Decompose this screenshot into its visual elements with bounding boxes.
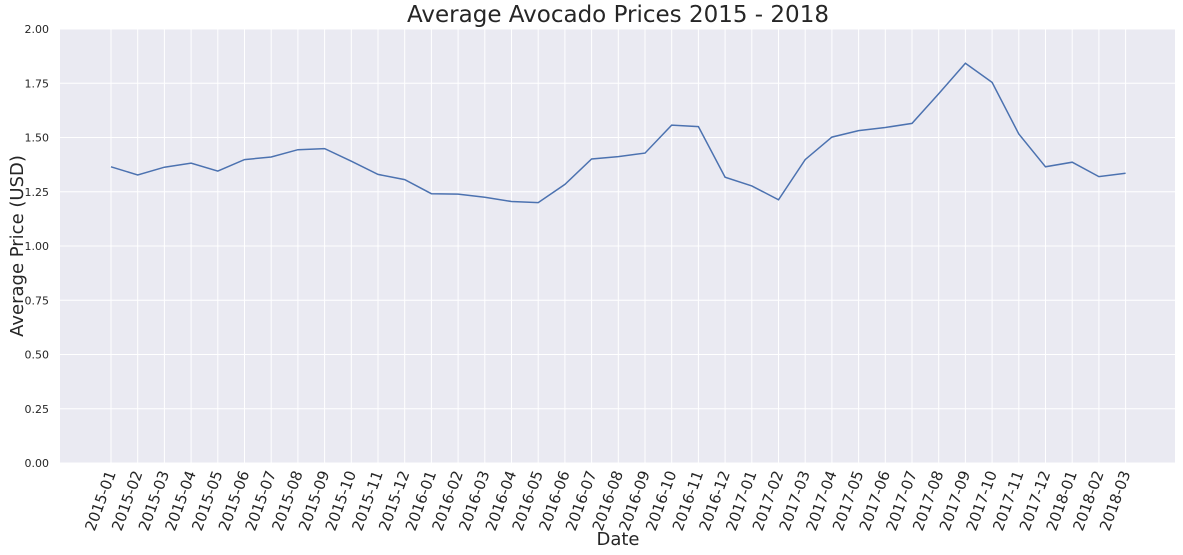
x-tick-labels: 2015-012015-022015-032015-042015-052015-…	[81, 468, 1134, 533]
y-tick-label: 0.00	[25, 457, 50, 470]
chart-title: Average Avocado Prices 2015 - 2018	[407, 2, 829, 28]
y-tick-label: 1.50	[25, 132, 50, 145]
y-tick-label: 0.75	[25, 294, 50, 307]
y-tick-label: 1.75	[25, 77, 50, 90]
y-tick-label: 0.25	[25, 403, 50, 416]
y-tick-labels: 0.00 0.25 0.50 0.75 1.00 1.25 1.50 1.75 2.00	[25, 23, 50, 470]
y-tick-label: 1.25	[25, 186, 50, 199]
x-axis-label: Date	[596, 529, 639, 550]
y-tick-label: 1.00	[25, 240, 50, 253]
y-tick-label: 2.00	[25, 23, 50, 36]
price-line	[110, 62, 1126, 204]
grid-lines	[60, 28, 1175, 464]
y-tick-label: 0.50	[25, 349, 50, 362]
y-axis-label: Average Price (USD)	[7, 155, 28, 337]
